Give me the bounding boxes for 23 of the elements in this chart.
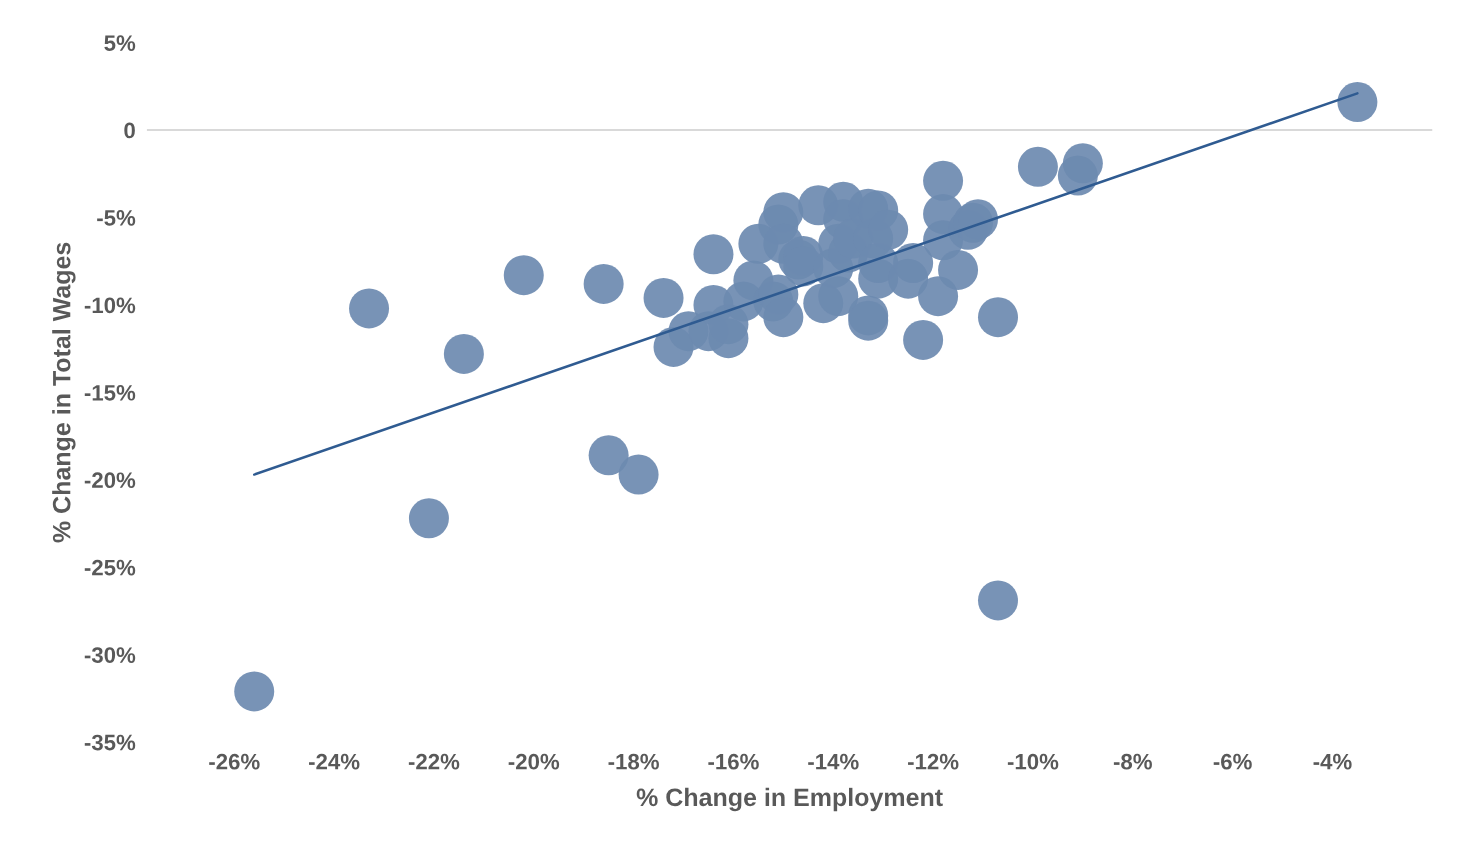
x-tick-label: -20% [508, 753, 560, 770]
y-tick-label: 0 [124, 122, 135, 139]
x-tick-label: -10% [1007, 753, 1059, 770]
x-tick-label: -16% [708, 753, 759, 770]
x-tick-label: -4% [1313, 753, 1352, 770]
x-tick-label: -26% [209, 753, 260, 770]
y-tick-label: -25% [84, 559, 136, 576]
x-tick-label: -12% [908, 753, 959, 770]
y-tick-label: 5% [104, 35, 136, 51]
y-tick-label: -35% [84, 734, 136, 751]
x-tick-label: -18% [608, 753, 659, 770]
y-axis-title: % Change in Total Wages [52, 242, 76, 543]
y-tick-label: -20% [84, 472, 136, 489]
y-tick-label: -10% [84, 297, 136, 314]
y-tick-label: -15% [84, 384, 136, 401]
y-tick-label: -5% [97, 210, 136, 226]
x-axis-title: % Change in Employment [636, 787, 943, 812]
x-tick-label: -8% [1113, 753, 1152, 770]
x-tick-label: -14% [808, 753, 859, 770]
x-tick-label: -22% [408, 753, 460, 770]
x-tick-label: -6% [1213, 753, 1252, 770]
y-tick-label: -30% [84, 647, 136, 663]
x-tick-label: -24% [309, 753, 360, 770]
